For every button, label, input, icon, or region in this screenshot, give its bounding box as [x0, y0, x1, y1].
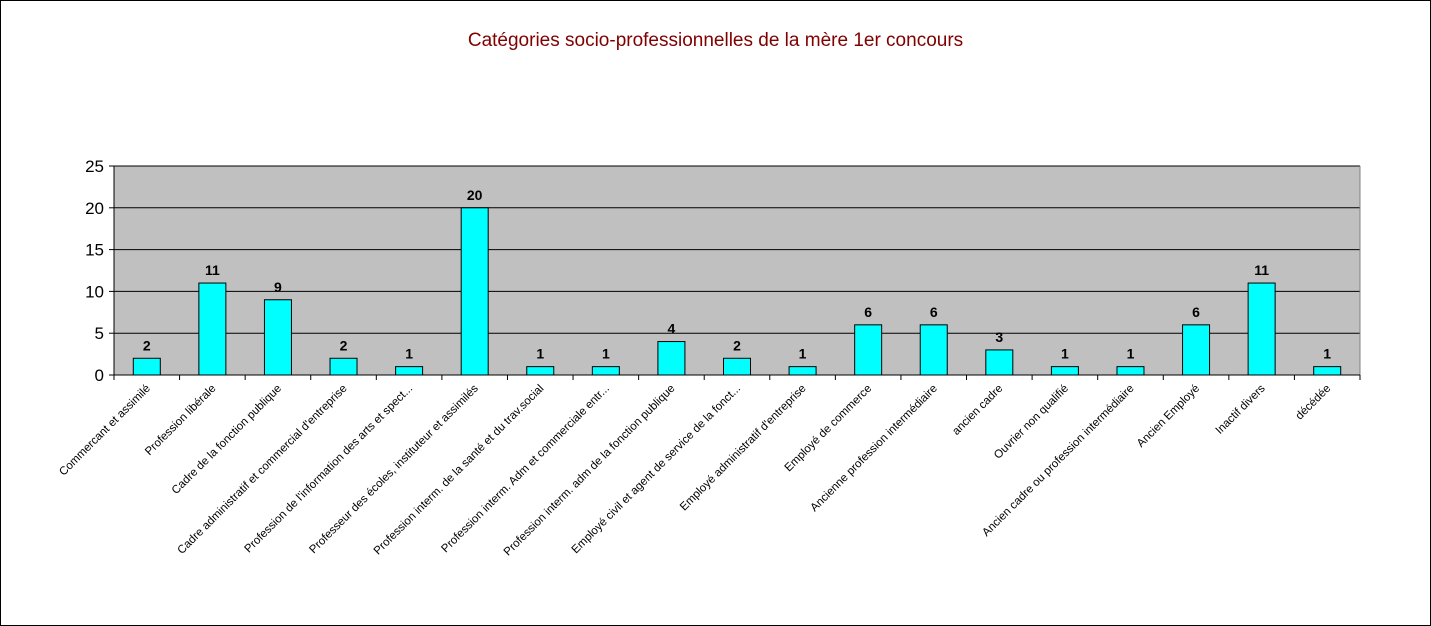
bar: [1313, 366, 1342, 376]
data-label: 1: [602, 346, 610, 362]
category-label: Employé administratif d'entreprise: [678, 383, 809, 514]
bar: [132, 357, 161, 376]
bar: [1247, 282, 1276, 376]
data-label: 11: [1254, 262, 1269, 278]
data-label: 1: [1323, 346, 1331, 362]
bar: [1116, 366, 1145, 376]
data-label: 2: [340, 337, 348, 353]
bar: [329, 357, 358, 376]
bar: [723, 357, 751, 376]
bar: [460, 207, 489, 376]
chart-title: Catégories socio-professionnelles de la …: [467, 30, 964, 51]
data-label: 1: [799, 346, 807, 362]
y-tick-label: 15: [85, 241, 104, 260]
category-label: Profession libérale: [143, 383, 218, 458]
category-label: Commercant et assimilé: [57, 383, 153, 479]
category-label: Ancienne profession intermédiaire: [808, 383, 939, 514]
bar: [1182, 324, 1211, 376]
data-label: 9: [274, 279, 282, 295]
data-label: 1: [1127, 346, 1135, 362]
category-label: Inactif divers: [1214, 382, 1268, 436]
category-label: Ouvrier non qualifié: [992, 383, 1071, 462]
y-tick-label: 25: [85, 157, 104, 176]
data-label: 2: [733, 337, 741, 353]
bar: [657, 341, 686, 376]
data-label: 6: [1192, 304, 1200, 320]
y-tick-label: 0: [95, 366, 104, 385]
bar: [263, 299, 292, 376]
category-label: Ancien Employé: [1135, 383, 1202, 450]
y-tick-label: 5: [95, 324, 104, 343]
bar: [788, 366, 817, 376]
data-label: 11: [205, 262, 220, 278]
data-label: 1: [1061, 346, 1069, 362]
category-label: Cadre de la fonction publique: [170, 383, 284, 497]
bar: [526, 366, 555, 376]
data-label: 20: [467, 187, 483, 203]
y-tick-label: 20: [85, 199, 104, 218]
data-label: 2: [143, 337, 151, 353]
bar: [919, 324, 948, 376]
bar: [591, 366, 620, 376]
category-label: décédée: [1294, 383, 1334, 423]
bar: [1050, 366, 1079, 376]
bar: [985, 349, 1014, 376]
bar: [854, 324, 883, 376]
bar: [198, 282, 227, 376]
data-label: 1: [405, 346, 413, 362]
data-label: 4: [668, 321, 676, 337]
category-label: Ancien cadre ou profession intermédiaire: [980, 383, 1136, 539]
bar: [395, 366, 424, 376]
data-label: 6: [864, 304, 872, 320]
data-label: 6: [930, 304, 938, 320]
y-tick-label: 10: [85, 282, 104, 301]
data-label: 3: [995, 329, 1003, 345]
data-label: 1: [536, 346, 544, 362]
category-label: ancien cadre: [950, 383, 1005, 438]
plot-area: [114, 166, 1360, 375]
